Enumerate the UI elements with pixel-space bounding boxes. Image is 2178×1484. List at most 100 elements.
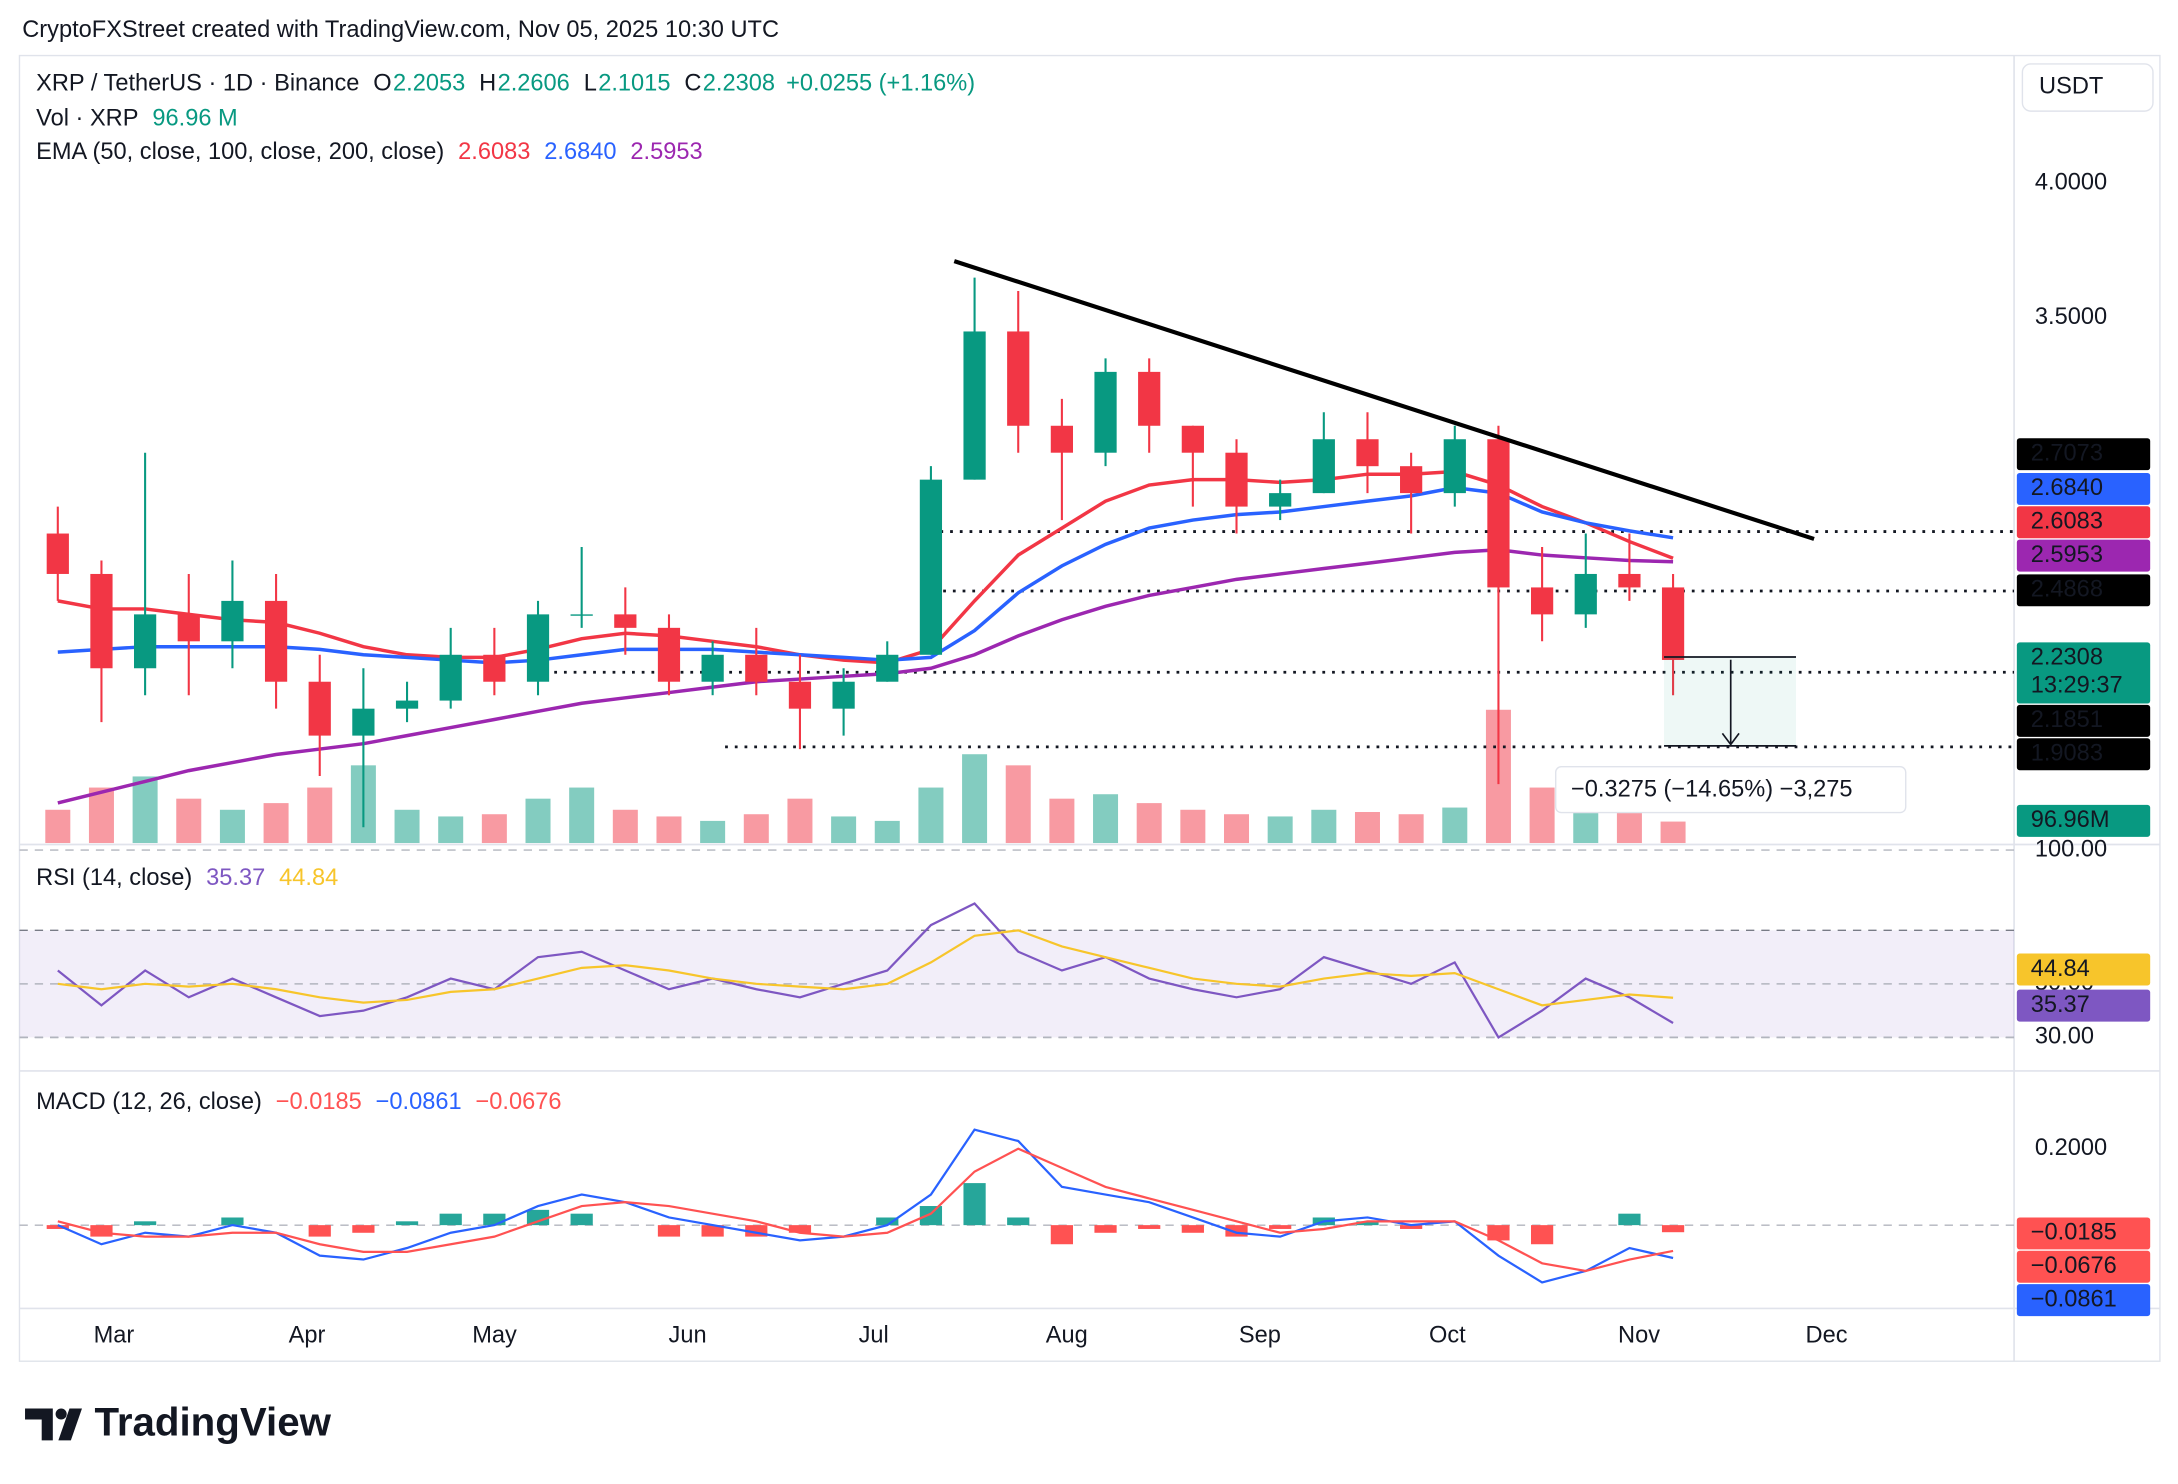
y-tick-label: 4.0000 (2035, 170, 2107, 196)
volume-bar (656, 816, 682, 844)
candle-body (788, 681, 812, 709)
y-tick-label: 0.2000 (2035, 1135, 2107, 1161)
histogram-bar (221, 1217, 244, 1226)
histogram-bar (439, 1213, 462, 1226)
volume-bar (700, 820, 726, 844)
candle-body (1138, 371, 1161, 426)
legend-item: −0.0676 (476, 1089, 562, 1115)
axis-value-label: 2.2308 (2031, 645, 2103, 671)
currency[interactable]: USDT (2039, 74, 2103, 100)
volume-bar (307, 787, 333, 844)
trend-line (953, 259, 1815, 541)
volume-bar (1136, 803, 1162, 844)
legend-item: 35.37 (206, 865, 265, 891)
histogram-bar (1618, 1213, 1641, 1226)
axis-value-box (2016, 1217, 2151, 1250)
volume-bar (1398, 814, 1424, 844)
candle-body (352, 708, 375, 736)
histogram-bar (46, 1225, 69, 1229)
volume-bar (612, 809, 638, 844)
axis-value-box (2016, 704, 2151, 737)
logo (25, 1408, 82, 1441)
histogram-bar (701, 1225, 724, 1237)
histogram-bar (788, 1225, 812, 1233)
legend-item: EMA (50, close, 100, close, 200, close) (36, 139, 444, 165)
legend-item: L (584, 71, 597, 97)
histogram-bar (570, 1213, 593, 1226)
x-tick-label: Jun (669, 1322, 707, 1348)
ema-line (57, 548, 1674, 805)
legend-item: Vol · XRP (36, 106, 138, 132)
volume-bar (219, 809, 245, 844)
footer-brand: TradingView (94, 1400, 331, 1445)
x-tick-label: Oct (1429, 1322, 1466, 1348)
volume-bar (394, 809, 420, 844)
candle-body (1574, 573, 1597, 615)
histogram-bar (963, 1183, 986, 1226)
axis-value-box (2016, 539, 2151, 572)
legend-row: Vol · XRP 96.96 M (36, 106, 238, 132)
histogram-bar (352, 1225, 375, 1233)
axis-value-label: −0.0185 (2031, 1220, 2117, 1246)
volume-bar (176, 798, 202, 844)
histogram-bar (1094, 1225, 1117, 1233)
candle-body (1181, 425, 1204, 453)
candle-body (1050, 425, 1073, 453)
legend-item: MACD (12, 26, close) (36, 1089, 262, 1115)
header: CryptoFXStreet created with TradingView.… (22, 17, 779, 43)
axis-value-label: 2.7073 (2031, 440, 2103, 466)
axis-value-box (2016, 506, 2151, 539)
macd-line (57, 1128, 1674, 1284)
legend-item: 96.96 M (152, 106, 237, 132)
volume-bar (1005, 765, 1031, 844)
legend-item: −0.0185 (276, 1089, 362, 1115)
histogram-bar (1007, 1217, 1030, 1226)
price-axis: Mar Apr May Jun Jul Aug Sep Oct Nov Dec 3.5000 4.00… (94, 170, 2151, 1348)
volume-bar (962, 754, 988, 844)
volume-bar (1224, 814, 1250, 844)
candle-body (701, 654, 724, 682)
volume-bar (787, 798, 813, 844)
volume-bar (88, 787, 114, 844)
candle-body (1007, 331, 1030, 426)
candle-body (1225, 452, 1248, 507)
candle-body (1356, 439, 1379, 467)
x-tick-label: Aug (1046, 1322, 1088, 1348)
y-tick-label: 30.00 (2035, 1024, 2094, 1050)
x-tick-label: Mar (94, 1322, 135, 1348)
candle-body (46, 533, 69, 574)
candle-body (264, 600, 288, 682)
candle-body (133, 614, 157, 669)
candle-body (657, 627, 681, 682)
volume-bar (569, 787, 595, 844)
candle-body (876, 654, 899, 682)
x-tick-label: Nov (1618, 1322, 1660, 1348)
legend-item: 2.5953 (630, 139, 702, 165)
volume-bar (1180, 809, 1206, 844)
legend-item: 44.84 (279, 865, 338, 891)
ema-line (57, 485, 1674, 665)
legend-item: 2.6840 (544, 139, 616, 165)
axis-value-label: 35.37 (2031, 992, 2090, 1018)
legend-row: MACD (12, 26, close) −0.0185 −0.0861 −0.067… (36, 1089, 561, 1115)
legend-item: 2.2606 (498, 71, 570, 97)
volume-bar (1354, 812, 1380, 844)
measure-label-box (1555, 766, 1907, 814)
histogram-bar (1269, 1225, 1292, 1229)
y-tick-label: 3.5000 (2035, 304, 2107, 330)
candle-body (832, 681, 855, 709)
legend-row: EMA (50, close, 100, close, 200, close) 2… (36, 139, 702, 165)
x-tick-label: May (472, 1322, 517, 1348)
measure-label: −0.3275 (−14.65%) −3,275 (1571, 777, 1853, 803)
currency-box[interactable] (2021, 63, 2154, 112)
legend-item: C (684, 71, 701, 97)
histogram-bar (745, 1225, 768, 1237)
candle-body (221, 600, 244, 642)
candle-body (1400, 466, 1423, 494)
candle-body (745, 654, 768, 682)
volume-bar (831, 816, 857, 844)
candle-body (1269, 493, 1292, 507)
candle-body (919, 479, 943, 655)
